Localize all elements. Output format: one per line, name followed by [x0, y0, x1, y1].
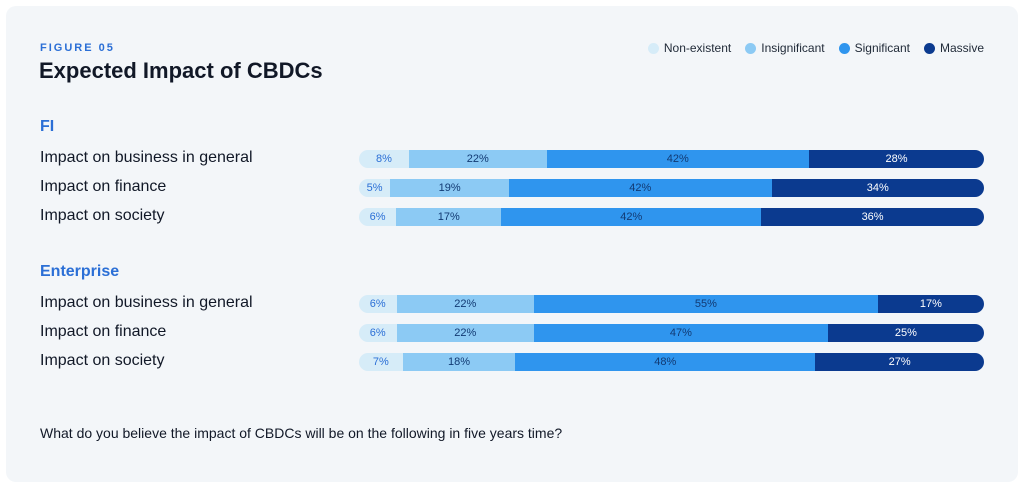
stacked-bar: 5% 19% 42% 34% [359, 179, 984, 197]
bar-segment-non-existent: 6% [359, 324, 397, 342]
bar-segment-significant: 42% [546, 150, 809, 168]
legend-swatch-non-existent [647, 42, 659, 54]
legend-swatch-significant [838, 42, 850, 54]
bar-segment-massive: 17% [877, 295, 984, 313]
stacked-bar: 6% 22% 47% 25% [359, 324, 984, 342]
bar-segment-significant: 42% [509, 179, 772, 197]
chart-title: Expected Impact of CBDCs [39, 58, 323, 83]
legend-item-significant: Significant [838, 41, 910, 55]
legend-label-non-existent: Non-existent [663, 41, 732, 55]
stacked-bar: 7% 18% 48% 27% [359, 353, 984, 371]
stacked-bar: 8% 22% 42% 28% [359, 150, 984, 168]
bar-segment-non-existent: 5% [359, 179, 391, 197]
row-label: Impact on business in general [40, 294, 253, 311]
row-label: Impact on finance [40, 178, 167, 195]
group-title: Enterprise [40, 263, 120, 280]
bar-segment-massive: 36% [761, 208, 984, 226]
legend-swatch-massive [923, 42, 935, 54]
bar-segment-non-existent: 7% [359, 353, 403, 371]
bar-segment-massive: 25% [827, 324, 984, 342]
legend-swatch-insignificant [745, 42, 757, 54]
bar-segment-non-existent: 8% [359, 150, 409, 168]
bar-segment-massive: 28% [809, 150, 984, 168]
stacked-bar: 6% 22% 55% 17% [359, 295, 984, 313]
bar-segment-insignificant: 22% [396, 324, 534, 342]
legend-item-insignificant: Insignificant [745, 41, 825, 55]
bar-segment-insignificant: 19% [390, 179, 509, 197]
bar-segment-insignificant: 17% [396, 208, 502, 226]
bar-segment-significant: 42% [501, 208, 762, 226]
figure-label: FIGURE 05 [40, 42, 115, 54]
bar-segment-significant: 47% [534, 324, 828, 342]
row-label: Impact on finance [40, 323, 167, 340]
survey-question: What do you believe the impact of CBDCs … [40, 425, 563, 441]
legend-label-massive: Massive [939, 41, 984, 55]
legend-label-insignificant: Insignificant [761, 41, 825, 55]
row-label: Impact on society [40, 352, 165, 369]
bar-segment-insignificant: 22% [409, 150, 547, 168]
bar-segment-insignificant: 22% [396, 295, 534, 313]
row-label: Impact on society [40, 207, 165, 224]
legend: Non-existent Insignificant Significant Mass… [647, 41, 984, 55]
bar-segment-massive: 27% [815, 353, 984, 371]
row-label: Impact on business in general [40, 149, 253, 166]
bar-segment-massive: 34% [771, 179, 984, 197]
stacked-bar: 6% 17% 42% 36% [359, 208, 984, 226]
bar-segment-insignificant: 18% [402, 353, 516, 371]
legend-label-significant: Significant [854, 41, 910, 55]
group-title: FI [40, 118, 55, 135]
bar-segment-non-existent: 6% [359, 295, 397, 313]
bar-segment-significant: 55% [534, 295, 878, 313]
legend-item-non-existent: Non-existent [647, 41, 732, 55]
legend-item-massive: Massive [923, 41, 984, 55]
chart-card [6, 6, 1018, 482]
bar-segment-non-existent: 6% [359, 208, 397, 226]
bar-segment-significant: 48% [515, 353, 816, 371]
